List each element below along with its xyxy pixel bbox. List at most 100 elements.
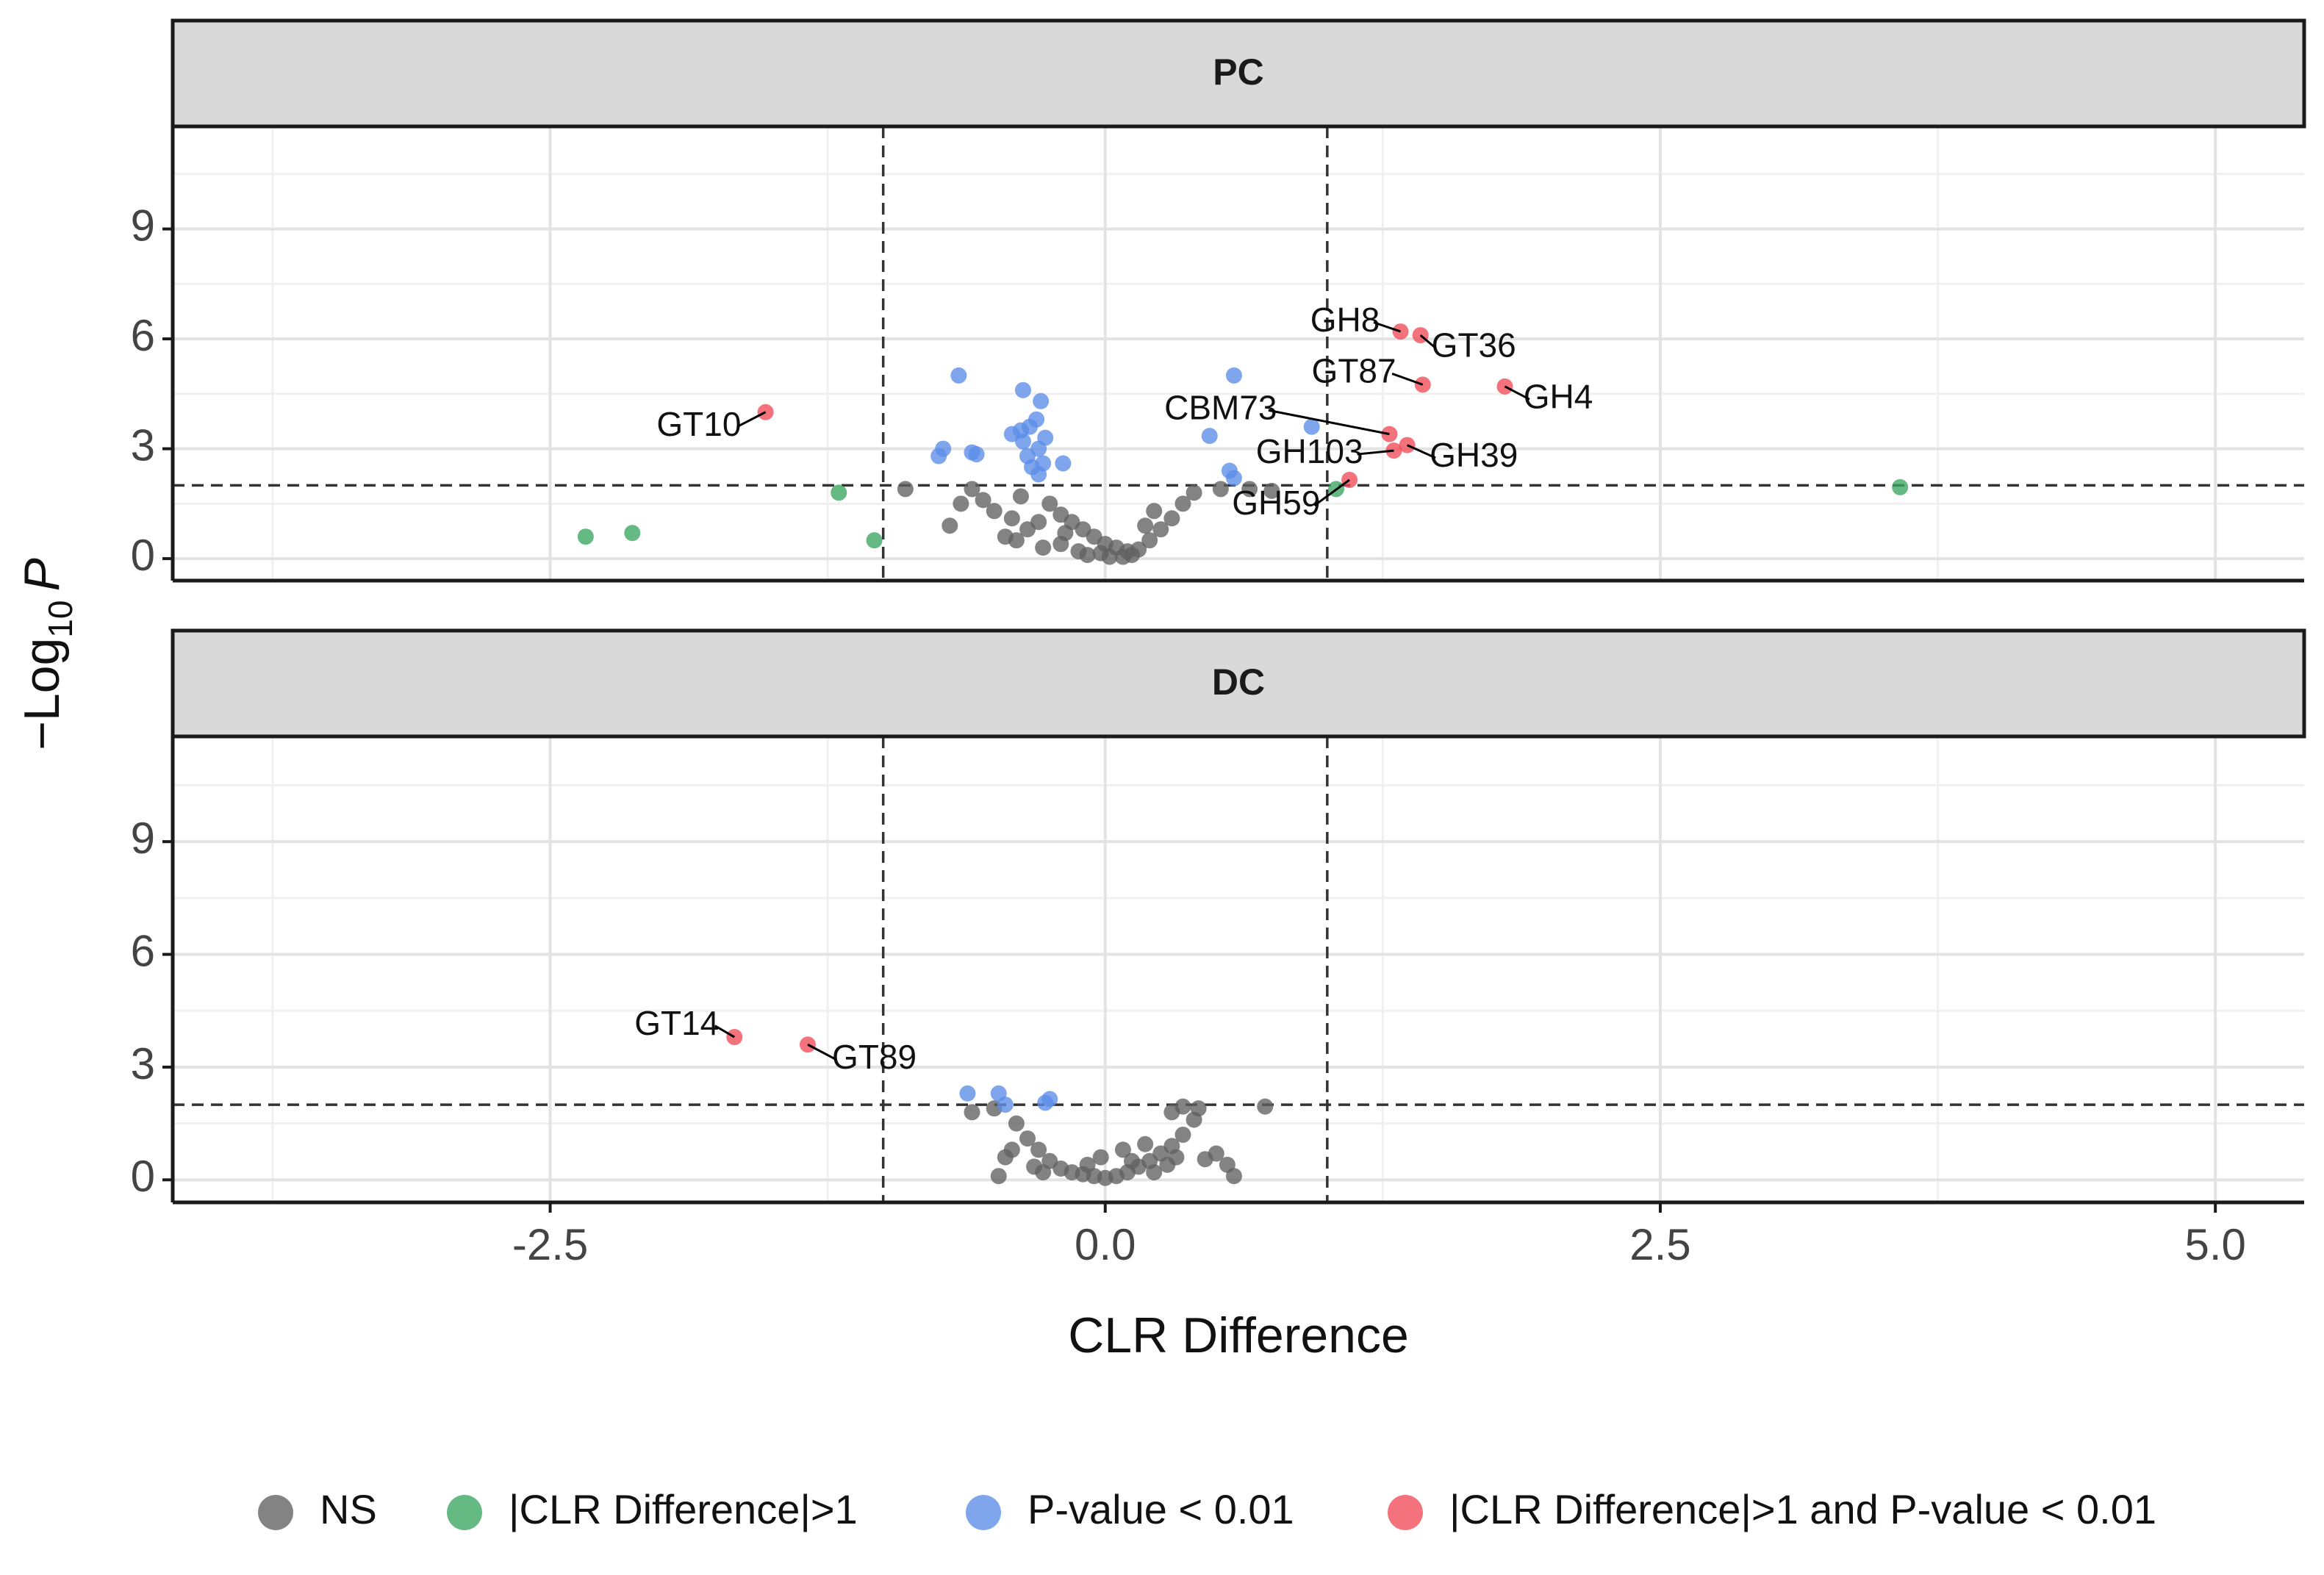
point-ns [1186, 484, 1202, 501]
y-tick-label: 0 [131, 531, 155, 580]
point-p [1014, 381, 1031, 398]
legend-key-ns [258, 1495, 293, 1530]
point-ns [897, 481, 914, 498]
point-p [1303, 418, 1320, 435]
point-ns [1168, 1149, 1185, 1166]
point-ns [1019, 1130, 1036, 1147]
gene-label: CBM73 [1164, 388, 1277, 426]
label-leader [1268, 409, 1390, 436]
point-ns [1257, 1098, 1274, 1115]
point-ns [1114, 1141, 1131, 1158]
label-leader [1373, 321, 1402, 333]
point-clr [624, 525, 641, 542]
point-ns [1225, 1168, 1242, 1185]
gene-label: GH8 [1310, 301, 1380, 339]
point-p [1014, 433, 1031, 450]
label-leader [1391, 372, 1424, 386]
point-ns [1079, 547, 1096, 564]
y-tick-label: 6 [131, 311, 155, 360]
point-p [935, 440, 952, 457]
point-p [950, 367, 967, 384]
point-ns [1137, 517, 1154, 534]
point-ns [942, 517, 958, 534]
point-ns [1212, 481, 1229, 498]
gene-label: GT10 [656, 405, 741, 443]
point-ns [1079, 1156, 1096, 1173]
legend-key-both [1388, 1495, 1423, 1530]
y-tick-label: 3 [131, 420, 155, 470]
point-p [1030, 440, 1047, 457]
y-tick-label: 6 [131, 926, 155, 975]
gene-label: GT36 [1432, 326, 1516, 365]
point-ns [1174, 1126, 1191, 1143]
point-ns [1163, 510, 1180, 527]
legend-label: P-value < 0.01 [1027, 1486, 1294, 1532]
point-clr [577, 528, 594, 545]
x-tick-label: 0.0 [1075, 1220, 1136, 1269]
point-ns [1146, 1164, 1163, 1181]
y-tick-label: 9 [131, 201, 155, 250]
point-ns [1092, 545, 1109, 562]
point-ns [1012, 488, 1029, 505]
label-leader [1504, 385, 1530, 401]
point-both [1496, 378, 1513, 395]
label-leader [736, 411, 767, 428]
point-ns [1124, 1152, 1140, 1169]
point-ns [990, 1168, 1007, 1185]
facet-strip [171, 628, 2306, 739]
point-ns [1057, 525, 1074, 542]
point-ns [964, 1104, 980, 1121]
label-leader [807, 1043, 837, 1061]
point-clr [831, 484, 847, 501]
facet-strip [171, 18, 2306, 129]
point-ns [1163, 1104, 1180, 1121]
point-p [1201, 428, 1218, 445]
point-p [1225, 470, 1242, 487]
x-axis-title: CLR Difference [1068, 1307, 1409, 1363]
x-tick-label: 5.0 [2184, 1220, 2245, 1269]
point-ns [1003, 1141, 1020, 1158]
gene-label: GT87 [1312, 352, 1396, 390]
gene-label: GH103 [1256, 432, 1363, 470]
point-p [1035, 455, 1052, 472]
point-ns [1137, 1135, 1154, 1152]
y-tick-label: 3 [131, 1039, 155, 1088]
gene-label: GH59 [1232, 484, 1320, 522]
point-p [1028, 411, 1045, 428]
point-ns [1174, 495, 1191, 512]
gene-label: GT14 [634, 1004, 719, 1042]
point-ns [1035, 539, 1052, 556]
gene-label: GH39 [1430, 436, 1518, 474]
point-ns [1092, 1149, 1109, 1166]
gene-label: GT89 [832, 1038, 917, 1076]
legend-label: |CLR Difference|>1 and P-value < 0.01 [1449, 1486, 2156, 1532]
gene-label: GH4 [1524, 377, 1593, 415]
point-ns [997, 528, 1014, 545]
legend-key-p [966, 1495, 1001, 1530]
point-ns [1190, 1100, 1207, 1117]
point-p [968, 446, 985, 463]
legend-key-clr [447, 1495, 482, 1530]
facet-strip-label: DC [1212, 661, 1265, 703]
legend-label: NS [320, 1486, 377, 1532]
point-p [997, 1097, 1014, 1113]
label-leader [1357, 449, 1394, 456]
point-ns [1124, 547, 1140, 564]
point-p [1055, 455, 1072, 472]
point-ns [1152, 521, 1169, 538]
point-ns [1197, 1151, 1213, 1168]
label-leader [1419, 334, 1437, 349]
point-ns [964, 481, 980, 498]
point-ns [1030, 1141, 1047, 1158]
point-ns [1241, 481, 1258, 498]
facet-strip-label: PC [1213, 51, 1263, 93]
label-leader [714, 1025, 736, 1038]
y-axis-title: −Log10P [14, 558, 79, 750]
point-ns [1003, 510, 1020, 527]
point-p [959, 1085, 976, 1102]
x-tick-label: 2.5 [1629, 1220, 1690, 1269]
point-p [1041, 1091, 1058, 1108]
label-leader [1313, 478, 1350, 507]
point-ns [975, 492, 991, 509]
